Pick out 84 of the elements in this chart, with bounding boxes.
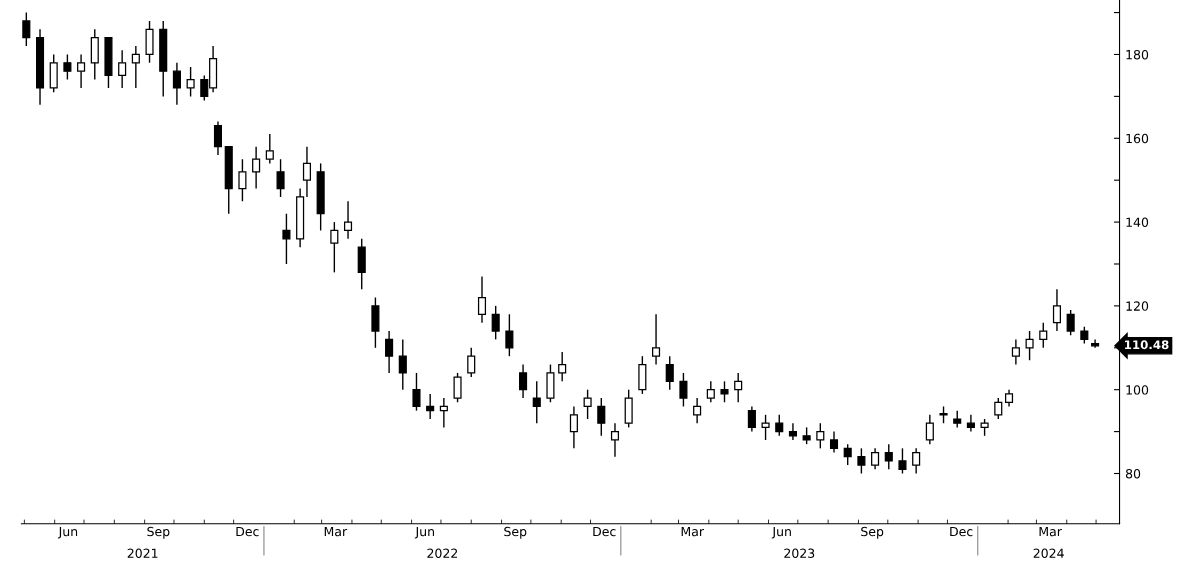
candlestick (583, 389, 592, 420)
x-tick-label: Jun (771, 526, 791, 539)
candlestick (477, 275, 487, 324)
candlestick (734, 372, 743, 403)
y-tick-label: 180 (1126, 49, 1149, 60)
candlestick (558, 351, 567, 383)
y-tick-label: 140 (1126, 217, 1149, 228)
candlestick (816, 422, 825, 450)
candlestick (265, 133, 274, 165)
text: 2023 (784, 548, 815, 558)
candlestick (1039, 321, 1048, 349)
text: 2024 (1033, 548, 1064, 558)
candlestick (679, 372, 688, 408)
candlestick (238, 158, 247, 202)
candlestick (569, 405, 578, 450)
x-tick-label: Dec (236, 526, 259, 537)
candlestick (77, 53, 86, 89)
candlestick (912, 447, 921, 475)
candlestick (505, 313, 514, 357)
x-tick-label: Sep (861, 526, 884, 539)
y-tick-label: 160 (1126, 133, 1149, 144)
candlestick (1091, 338, 1100, 349)
candlestick (491, 305, 500, 341)
x-tick-label: Jun (414, 526, 434, 539)
candlestick (186, 66, 195, 98)
x-tick-label: Sep (504, 526, 527, 539)
candlestick (652, 313, 661, 366)
candlestick (966, 414, 975, 433)
candlestick (720, 380, 729, 403)
candlestick (761, 414, 770, 441)
candlestick (252, 145, 261, 190)
candlestick (213, 120, 223, 156)
candlestick (693, 397, 702, 424)
candlestick (1052, 288, 1062, 332)
candlestick (385, 330, 394, 374)
candlestick (665, 355, 674, 391)
y-tick-label: 80 (1125, 468, 1141, 479)
x-tick-label: Mar (681, 526, 705, 537)
candlestick (131, 45, 140, 89)
candlestick (276, 158, 285, 198)
y-tick-label: 120 (1126, 301, 1149, 311)
candlestick (22, 11, 31, 47)
candlestick (610, 422, 620, 458)
x-tick-label: Dec (593, 526, 616, 537)
candlestick (775, 414, 784, 437)
candlestick (925, 414, 934, 445)
candlestick (829, 430, 839, 454)
candlestick (788, 422, 797, 441)
x-tick-label: Mar (1039, 526, 1062, 537)
candlestick (871, 447, 880, 471)
text: 110.48 (1125, 340, 1169, 350)
candlestick (282, 213, 291, 265)
candlestick (412, 372, 421, 412)
x-tick-label: Mar (324, 526, 348, 537)
candlestick (1011, 338, 1020, 366)
candlestick (597, 397, 606, 437)
candlestick (1066, 309, 1075, 336)
x-tick-label: Dec (950, 526, 973, 537)
candlestick (706, 380, 715, 403)
candlestick (884, 443, 893, 471)
candlestick (994, 397, 1003, 420)
y-tick-label: 100 (1126, 385, 1149, 395)
candlestick (843, 443, 852, 466)
candlestick (898, 447, 907, 475)
candlestick (747, 405, 756, 433)
x-tick-label: Sep (147, 526, 170, 539)
candlestick (302, 145, 312, 198)
candlestick (453, 372, 462, 403)
candlestick (426, 393, 435, 420)
candlestick (63, 53, 72, 81)
candlestick (439, 397, 448, 429)
candlestick (532, 380, 541, 424)
candlestick (330, 221, 339, 274)
candlestick (398, 338, 407, 391)
candlestick (857, 447, 866, 475)
candlestick (1025, 330, 1034, 362)
text: 2022 (427, 548, 458, 558)
candlestick (118, 49, 127, 89)
candlestick (519, 363, 528, 399)
text: 2021 (127, 548, 158, 558)
candlestick (172, 62, 181, 106)
candlestick (343, 200, 353, 240)
candlestick (467, 347, 476, 378)
x-tick-label: Jun (57, 526, 78, 539)
